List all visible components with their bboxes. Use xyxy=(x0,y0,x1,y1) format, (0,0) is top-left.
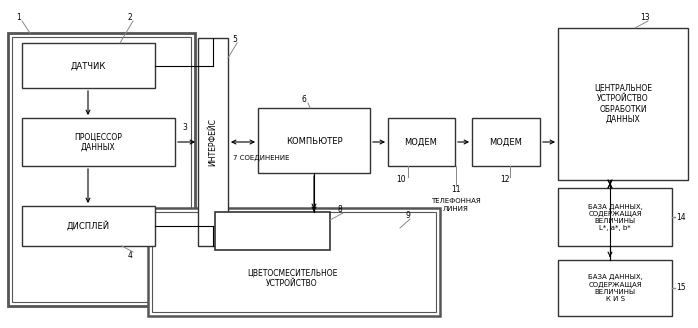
Bar xyxy=(558,260,672,316)
Text: КОЛОРИМЕТР: КОЛОРИМЕТР xyxy=(33,62,87,71)
Bar xyxy=(148,208,440,316)
Text: 4: 4 xyxy=(128,252,133,260)
Text: БАЗА ДАННЫХ,
СОДЕРЖАЩАЯ
ВЕЛИЧИНЫ
L*, a*, b*: БАЗА ДАННЫХ, СОДЕРЖАЩАЯ ВЕЛИЧИНЫ L*, a*,… xyxy=(588,203,642,231)
Bar xyxy=(198,38,228,246)
Text: 14: 14 xyxy=(676,213,685,221)
Bar xyxy=(22,206,155,246)
Text: ИНТЕРФЕЙС: ИНТЕРФЕЙС xyxy=(248,227,296,236)
Text: 3: 3 xyxy=(182,124,187,133)
Text: 5: 5 xyxy=(232,35,237,45)
Text: МОДЕМ: МОДЕМ xyxy=(489,137,522,147)
Text: МОДЕМ: МОДЕМ xyxy=(405,137,438,147)
Text: 11: 11 xyxy=(451,186,461,195)
Bar xyxy=(12,37,191,302)
Text: 7 СОЕДИНЕНИЕ: 7 СОЕДИНЕНИЕ xyxy=(233,155,290,161)
Text: ЦЕНТРАЛЬНОЕ
УСТРОЙСТВО
ОБРАБОТКИ
ДАННЫХ: ЦЕНТРАЛЬНОЕ УСТРОЙСТВО ОБРАБОТКИ ДАННЫХ xyxy=(594,84,652,124)
Text: 2: 2 xyxy=(128,13,133,23)
Bar xyxy=(472,118,540,166)
Bar xyxy=(22,118,175,166)
Text: 15: 15 xyxy=(676,283,685,293)
Bar xyxy=(558,188,672,246)
Text: ДАТЧИК: ДАТЧИК xyxy=(70,62,105,71)
Text: ТЕЛЕФОННАЯ: ТЕЛЕФОННАЯ xyxy=(431,198,481,204)
Bar xyxy=(558,28,688,180)
Text: ЦВЕТОСМЕСИТЕЛЬНОЕ
УСТРОЙСТВО: ЦВЕТОСМЕСИТЕЛЬНОЕ УСТРОЙСТВО xyxy=(247,268,337,288)
Bar xyxy=(152,212,436,312)
Text: ИНТЕРФЕЙС: ИНТЕРФЕЙС xyxy=(209,118,218,166)
Bar xyxy=(215,212,330,250)
Text: 10: 10 xyxy=(396,175,406,184)
Text: БАЗА ДАННЫХ,
СОДЕРЖАЩАЯ
ВЕЛИЧИНЫ
К И S: БАЗА ДАННЫХ, СОДЕРЖАЩАЯ ВЕЛИЧИНЫ К И S xyxy=(588,275,642,302)
Text: 9: 9 xyxy=(405,212,410,220)
Bar xyxy=(8,33,195,306)
Bar xyxy=(22,43,155,88)
Bar xyxy=(388,118,455,166)
Text: 12: 12 xyxy=(500,175,510,184)
Text: ПРОЦЕССОР
ДАННЫХ: ПРОЦЕССОР ДАННЫХ xyxy=(74,132,122,152)
Text: КОМПЬЮТЕР: КОМПЬЮТЕР xyxy=(285,136,342,146)
Bar xyxy=(258,108,370,173)
Text: 13: 13 xyxy=(640,13,650,23)
Text: 1: 1 xyxy=(16,13,21,23)
Text: 6: 6 xyxy=(302,95,307,105)
Text: ДИСПЛЕЙ: ДИСПЛЕЙ xyxy=(66,221,110,231)
Text: ЛИНИЯ: ЛИНИЯ xyxy=(443,206,469,212)
Text: 8: 8 xyxy=(338,206,343,215)
